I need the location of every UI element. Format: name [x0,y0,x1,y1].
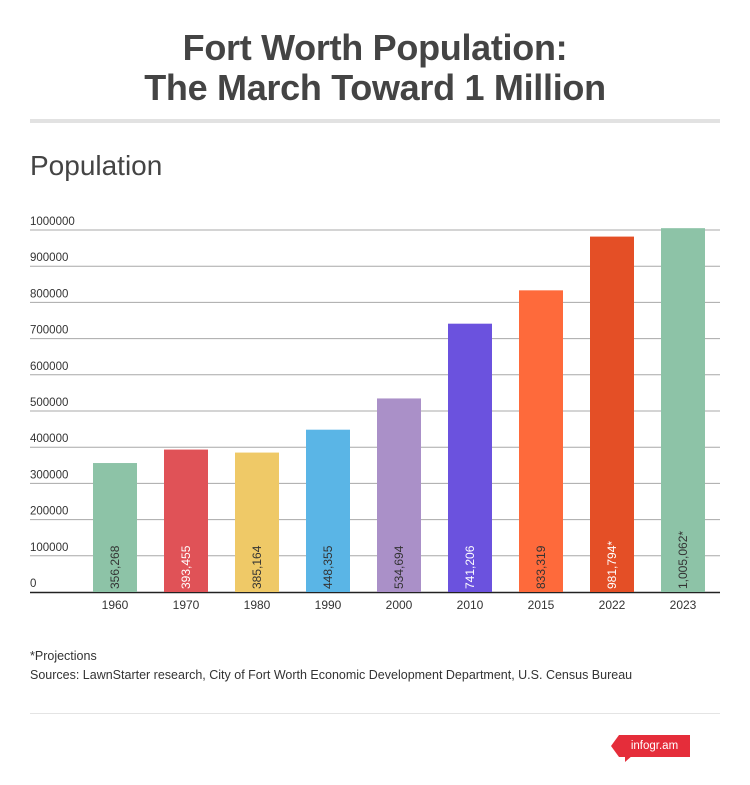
title-line-2: The March Toward 1 Million [144,67,606,108]
bar [93,463,137,592]
x-tick-label: 2015 [528,598,555,612]
brand-badge-notch [611,735,619,757]
title-divider [30,119,720,123]
bar-data-label: 981,794* [605,541,619,589]
brand-badge-tail [625,755,633,762]
x-tick-label: 1970 [173,598,200,612]
chart-subtitle: Population [30,150,163,181]
footnote: *Projections Sources: LawnStarter resear… [30,647,632,685]
y-tick-label: 600000 [30,361,68,373]
y-tick-label: 900000 [30,252,68,264]
bar [661,228,705,593]
y-tick-label: 800000 [30,288,68,300]
bar-data-label: 741,206 [463,545,477,589]
x-tick-label: 2023 [670,598,697,612]
bar [519,290,563,592]
y-tick-label: 700000 [30,325,68,337]
y-axis-ticks: 0 100000 200000 300000 400000 500000 600000 700… [30,216,75,590]
chart-title: Fort Worth Population: The March Toward … [0,28,750,108]
bar [306,429,350,592]
x-tick-label: 1990 [315,598,342,612]
x-tick-label: 1980 [244,598,271,612]
x-tick-label: 2000 [386,598,413,612]
y-tick-label: 0 [30,578,36,590]
bar [164,449,208,592]
x-axis-ticks: 1960 1970 1980 1990 2000 2010 2015 2022 2023 [102,598,697,612]
y-tick-label: 100000 [30,542,68,554]
y-tick-label: 400000 [30,433,68,445]
projections-note: *Projections [30,649,97,663]
bar [235,452,279,592]
bar-data-label: 1,005,062* [676,531,690,589]
y-tick-label: 500000 [30,397,68,409]
bar-data-label: 356,268 [108,545,122,589]
bar [590,236,634,592]
bar-data-label: 534,694 [392,545,406,589]
bars: 356,268 393,455 385,164 448,355 534,694 741,2… [93,228,705,593]
y-tick-label: 1000000 [30,216,75,228]
bar-data-label: 385,164 [250,545,264,589]
y-tick-label: 200000 [30,506,68,518]
bar-data-label: 833,319 [534,545,548,589]
bar-data-label: 393,455 [179,545,193,589]
grid-lines [30,229,720,594]
bar-chart: 0 100000 200000 300000 400000 500000 600000 700… [30,216,720,612]
x-tick-label: 1960 [102,598,129,612]
title-line-1: Fort Worth Population: [182,27,568,68]
bar [448,323,492,592]
x-tick-label: 2022 [599,598,626,612]
bar-data-label: 448,355 [321,545,335,589]
footer-divider [30,713,720,714]
brand-badge[interactable]: infogr.am [619,735,690,757]
y-tick-label: 300000 [30,469,68,481]
bar [377,398,421,592]
x-tick-label: 2010 [457,598,484,612]
sources-note: Sources: LawnStarter research, City of F… [30,668,633,682]
